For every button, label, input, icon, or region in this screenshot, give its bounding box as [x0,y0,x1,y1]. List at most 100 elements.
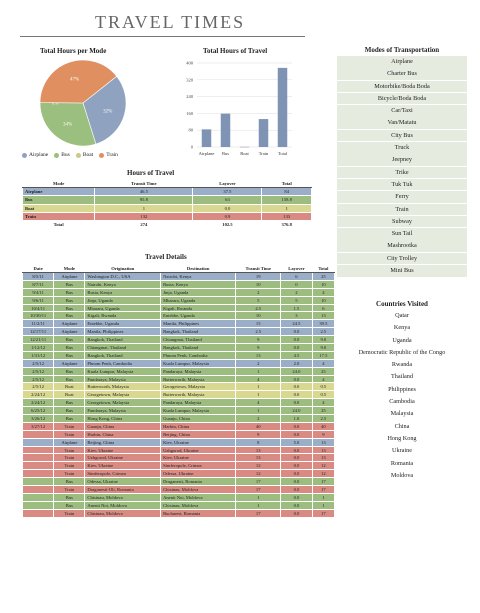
table-cell: Bangkok, Thailand [160,343,237,352]
table-cell: 10 [235,279,282,289]
table-cell: 12/17/11 [21,327,55,337]
table-cell: 6/25/12 [21,406,55,416]
table-cell: Kiev, Ukraine [160,453,237,463]
page-title: TRAVEL TIMES [95,12,246,32]
table-cell: Train [53,461,86,471]
column-header: Total [261,178,312,189]
table-row: Airplane 46.5 37.5 84 [21,187,312,197]
column-header: Mode [53,264,86,273]
table-cell: Bus [21,195,96,205]
table-cell: Entebbe, Uganda [84,319,162,329]
country-list-item: Moldova [337,469,467,482]
table-cell: Chisinau, Moldova [160,485,237,494]
y-tick-label: 0 [191,145,194,150]
table-cell: Bus [53,414,86,423]
table-cell: Chisinau, Moldova [84,492,162,502]
table-cell: 0.0 [280,429,313,439]
column-header: Total [311,264,336,273]
table-cell: 24.0 [280,406,313,416]
mode-list-item: City Bus [337,129,467,142]
table-cell: 24.5 [280,319,313,329]
mode-list-item: Mini Bus [337,265,467,277]
table-cell: 37.5 [192,187,263,197]
table-row: 8/7/11 Bus Nairobi, Kenya Busia, Kenya 10 0 10 [21,279,336,289]
table-cell: 0.0 [280,461,313,471]
x-tick-label: Train [259,151,269,156]
table-cell: 1 [235,382,282,392]
table-cell: 17 [311,508,336,518]
table-cell: Train [53,508,86,518]
table-cell: Georgetown, Malaysia [160,382,237,392]
mode-list-item: Airplane [337,56,467,68]
table-cell: 12 [235,461,282,471]
table-cell: 17 [235,477,282,487]
bar-total [277,67,288,147]
column-header: Date [21,264,55,273]
table-cell: Bus [53,398,86,408]
x-tick-label: Bus [222,151,229,156]
pie-slice-bus [39,102,97,147]
table-cell: 0.0 [280,390,313,400]
table-cell: 0.0 [280,469,313,479]
table-cell: 6 [280,272,313,281]
bar-chart: 400 320 240 160 80 0 Airplane Bus Boat Train Total [186,61,292,156]
table-row: 12/17/11 Airplane Manila, Philippines Bangk… [21,327,336,337]
table-cell: 2.5 [235,327,282,337]
table-cell: 2/5/12 [21,358,55,368]
table-cell: Kigali, Rwanda [84,311,162,321]
y-tick-label: 320 [186,77,194,82]
table-cell: Bangkok, Thailand [84,335,162,345]
mode-list-item: Ferry [337,191,467,203]
table-cell: Kiev, Ukraine [160,437,237,447]
table-cell: 274 [94,219,194,230]
table-cell: Bus [53,477,86,487]
table-cell: Train [53,421,86,431]
table-row: 1/12/12 Bus Chiangmai, Thailand Bangkok, Th… [21,343,336,352]
table-cell: Manila, Philippines [160,319,237,329]
table-cell: Bus [53,406,86,416]
country-list-item: Uganda [337,334,467,347]
x-tick-label: Airplane [199,151,215,156]
table-cell: Busia, Kenya [160,279,237,289]
table-cell: Anenii Noi, Moldova [84,500,162,510]
legend-swatch [54,152,60,158]
table-cell: 10 [311,295,336,305]
table-cell: Bucharest, Romania [160,508,237,518]
table-cell: Bus [53,287,86,297]
table-cell: Airplane [53,327,86,337]
table-cell: 0.0 [280,445,313,455]
table-row: Bus Odessa, Ukraine Draganesti, Romania 17 0… [21,477,336,487]
table-cell: 2 [235,287,282,297]
table-cell: Manila, Philippines [84,327,162,337]
table-cell: 1.0 [280,414,313,423]
table-cell: Pandaraya, Malaysia [84,406,162,416]
table-cell: 84 [261,187,312,197]
table-cell: 1 [235,406,282,416]
table-cell: 0.0 [280,453,313,463]
table-cell: Boat [21,203,96,213]
column-header: Destination [160,264,237,273]
table-cell [21,500,55,510]
table-cell [21,508,55,518]
y-tick-label: 80 [189,128,194,133]
table-cell: Simferopole, Crimea [84,469,162,479]
column-header: Transit Time [235,264,282,273]
table-cell: 2/24/12 [21,390,55,400]
bar-train [258,119,269,147]
table-row: Bus Chisinau, Moldova Anenii Noi, Moldova 1… [21,492,336,502]
y-tick-label: 160 [186,111,194,116]
table-cell: 9 [311,429,336,439]
table-cell [21,492,55,502]
table-cell: 9.0 [311,343,336,352]
table-cell: 9.0 [311,335,336,345]
table-cell: Odessa, Ukraine [84,477,162,487]
table-cell: Nairobi, Kenya [84,279,162,289]
table-row: 3/27/12 Train Guanju, China Harbin, China 40… [21,421,336,431]
table-cell: Simferopole, Crimea [160,461,237,471]
table-cell: Uzhgorod, Ukraine [160,445,237,455]
table-cell: Bus [53,311,86,321]
pie-label: 47% [70,78,79,83]
table-cell: Anenii Noi, Moldova [160,492,237,502]
modes-title: Modes of Transportation [364,46,440,54]
table-cell: Train [53,445,86,455]
